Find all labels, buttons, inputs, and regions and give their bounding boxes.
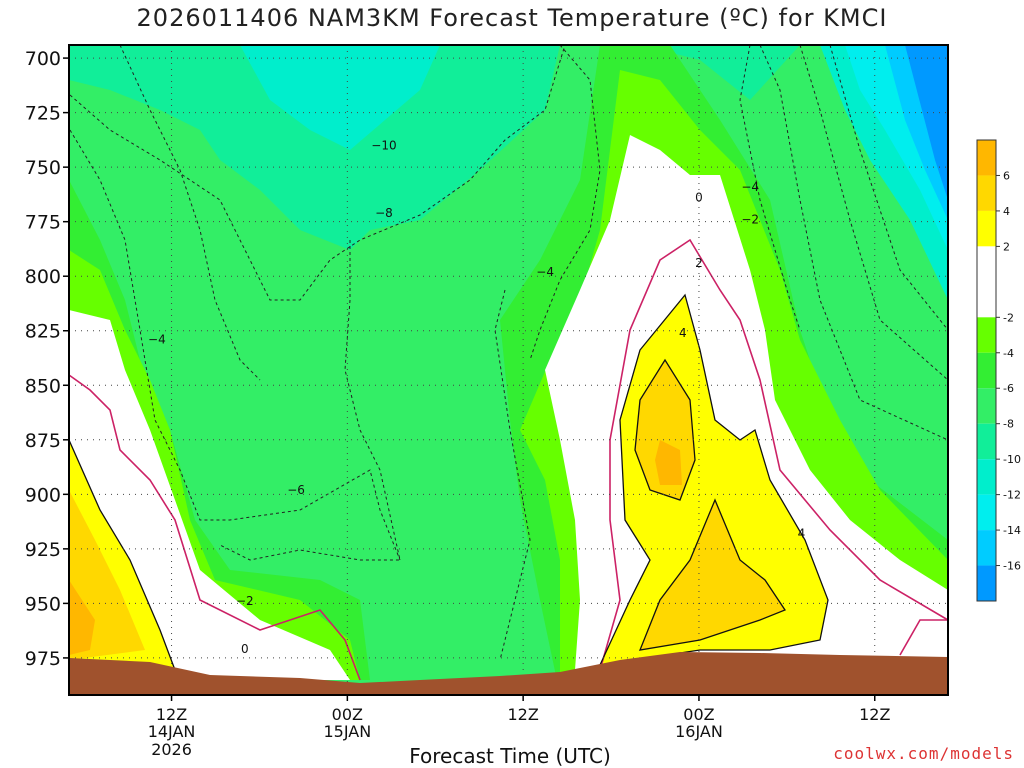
isotherm-positive: [634, 358, 696, 501]
colorbar-label: 6: [1003, 169, 1010, 182]
colorbar-box: [977, 388, 996, 424]
y-tick-label: 825: [25, 321, 61, 343]
y-tick-label: 875: [25, 430, 61, 452]
isotherm-negative: [759, 44, 949, 441]
band-fill: [905, 45, 948, 200]
contour-label: 2: [695, 256, 703, 270]
colorbar-box: [977, 530, 996, 566]
colorbar-box: [977, 494, 996, 531]
colorbar-label: -16: [1003, 560, 1021, 573]
isotherm-positive: [598, 293, 829, 666]
isotherm-zero: [68, 374, 361, 681]
plot-frame: [68, 44, 949, 696]
colorbar-label: -8: [1003, 418, 1014, 431]
isotherm-positive: [68, 439, 176, 671]
colorbar-box: [977, 281, 996, 318]
isotherm-negative: [219, 240, 401, 561]
terrain-fill: [69, 652, 948, 695]
colorbar-label: -12: [1003, 489, 1021, 502]
x-tick-label: 12Z: [859, 705, 890, 724]
y-tick-label: 725: [25, 103, 61, 125]
contour-label: −6: [287, 483, 305, 497]
y-tick-label: 900: [25, 484, 61, 506]
y-tick-label: 850: [25, 375, 61, 397]
band-fill: [240, 45, 440, 150]
isotherm-negative: [799, 44, 949, 381]
contour-label: −4: [536, 265, 554, 279]
terrain-layer: [69, 652, 948, 695]
colorbar-label: 4: [1003, 205, 1010, 218]
y-tick-label: 925: [25, 539, 61, 561]
colorbar-box: [977, 140, 996, 176]
contour-label: −2: [236, 594, 254, 608]
isotherm-negative: [119, 44, 261, 381]
x-tick-date: 14JAN: [148, 722, 196, 741]
band-fill: [69, 580, 95, 655]
contour-label: −8: [375, 206, 393, 220]
credit-link[interactable]: coolwx.com/models: [833, 744, 1014, 763]
colorbar-box: [977, 246, 996, 282]
colorbar-box: [977, 352, 996, 389]
colorbar-label: 2: [1003, 240, 1010, 253]
contour-label: 0: [695, 191, 703, 205]
y-tick-label: 975: [25, 648, 61, 670]
x-tick-year: 2026: [151, 740, 192, 759]
contour-labels: −10 −8 −4 −4 −4 −6 −2 0 0 −2 2 4 4: [148, 138, 805, 656]
colorbar-label: -4: [1003, 347, 1014, 360]
y-tick-label: 950: [25, 593, 61, 615]
y-tick-label: 775: [25, 212, 61, 234]
x-tick-label: 00Z: [683, 705, 714, 724]
contour-label: 4: [798, 527, 806, 541]
contour-label: 4: [679, 326, 687, 340]
contour-label: −10: [371, 138, 396, 152]
x-axis-label: Forecast Time (UTC): [409, 744, 611, 768]
isotherm-zero: [899, 619, 948, 656]
isotherm-negative: [69, 44, 566, 301]
x-tick-date: 15JAN: [323, 722, 371, 741]
colorbar-box: [977, 565, 996, 601]
contour-label: 0: [241, 642, 249, 656]
axes: 70072575077580082585087590092595097512Z1…: [25, 44, 949, 759]
colorbar-label: -14: [1003, 524, 1021, 537]
band-fill: [640, 500, 785, 650]
y-tick-label: 750: [25, 157, 61, 179]
colorbar: 6 4 2 -2 -4 -6 -8 -10 -12 -14 -16: [976, 139, 1021, 602]
colorbar-box: [977, 317, 996, 353]
isotherm-negative: [829, 44, 949, 331]
contour-label: −2: [741, 212, 759, 226]
y-tick-label: 700: [25, 48, 61, 70]
isotherm-zero: [599, 238, 949, 671]
isotherm-negative: [739, 44, 801, 331]
isotherm-positive: [638, 498, 786, 651]
band-fill: [655, 440, 682, 485]
contour-label: −4: [741, 180, 759, 194]
colorbar-box: [977, 210, 996, 247]
temperature-field: [68, 44, 949, 695]
colorbar-label: -10: [1003, 453, 1021, 466]
colorbar-box: [977, 423, 996, 460]
colorbar-label: -2: [1003, 311, 1014, 324]
x-tick-label: 12Z: [156, 705, 187, 724]
x-tick-label: 00Z: [332, 705, 363, 724]
contour-label: −4: [148, 332, 166, 346]
y-tick-label: 800: [25, 266, 61, 288]
colorbar-box: [977, 459, 996, 495]
isotherm-negative: [494, 289, 531, 661]
colorbar-label: -6: [1003, 382, 1014, 395]
colorbar-frame: [976, 139, 997, 602]
colorbar-box: [977, 175, 996, 211]
x-tick-date: 16JAN: [675, 722, 723, 741]
x-tick-label: 12Z: [507, 705, 538, 724]
chart-title: 2026011406 NAM3KM Forecast Temperature (…: [136, 4, 888, 32]
